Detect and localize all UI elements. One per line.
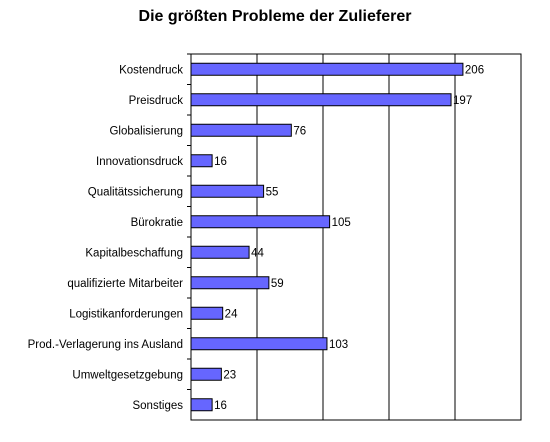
category-label: qualifizierte Mitarbeiter — [67, 278, 183, 290]
value-label: 59 — [271, 278, 284, 290]
bar — [190, 62, 464, 76]
bar — [190, 184, 265, 198]
category-label: Sonstiges — [132, 400, 183, 412]
value-label: 23 — [223, 369, 236, 381]
bar — [190, 123, 292, 137]
value-label: 206 — [465, 64, 484, 76]
category-label: Qualitätssicherung — [88, 186, 183, 198]
category-label: Kostendruck — [119, 64, 183, 76]
bar — [190, 306, 224, 320]
value-label: 44 — [251, 247, 264, 259]
category-label: Globalisierung — [109, 125, 183, 137]
value-label: 55 — [266, 186, 279, 198]
value-label: 16 — [214, 156, 227, 168]
bar — [190, 93, 452, 107]
bar — [190, 398, 213, 412]
category-label: Preisdruck — [129, 95, 184, 107]
value-label: 103 — [329, 339, 348, 351]
category-label: Umweltgesetzgebung — [72, 369, 183, 381]
value-label: 16 — [214, 400, 227, 412]
category-label: Logistikanforderungen — [69, 308, 183, 320]
value-label: 105 — [332, 217, 351, 229]
value-label: 24 — [225, 308, 238, 320]
value-label: 197 — [453, 95, 472, 107]
plot-area — [190, 53, 522, 421]
bar — [190, 367, 222, 381]
category-label: Prod.-Verlagerung ins Ausland — [28, 339, 183, 351]
bar — [190, 276, 270, 290]
category-label: Innovationsdruck — [96, 156, 183, 168]
bar — [190, 215, 331, 229]
category-label: Kapitalbeschaffung — [85, 247, 183, 259]
chart-title: Die größten Probleme der Zulieferer — [138, 8, 412, 25]
value-label: 76 — [293, 125, 306, 137]
category-label: Bürokratie — [131, 217, 183, 229]
bar — [190, 245, 250, 259]
bar — [190, 337, 328, 351]
bar — [190, 154, 213, 168]
